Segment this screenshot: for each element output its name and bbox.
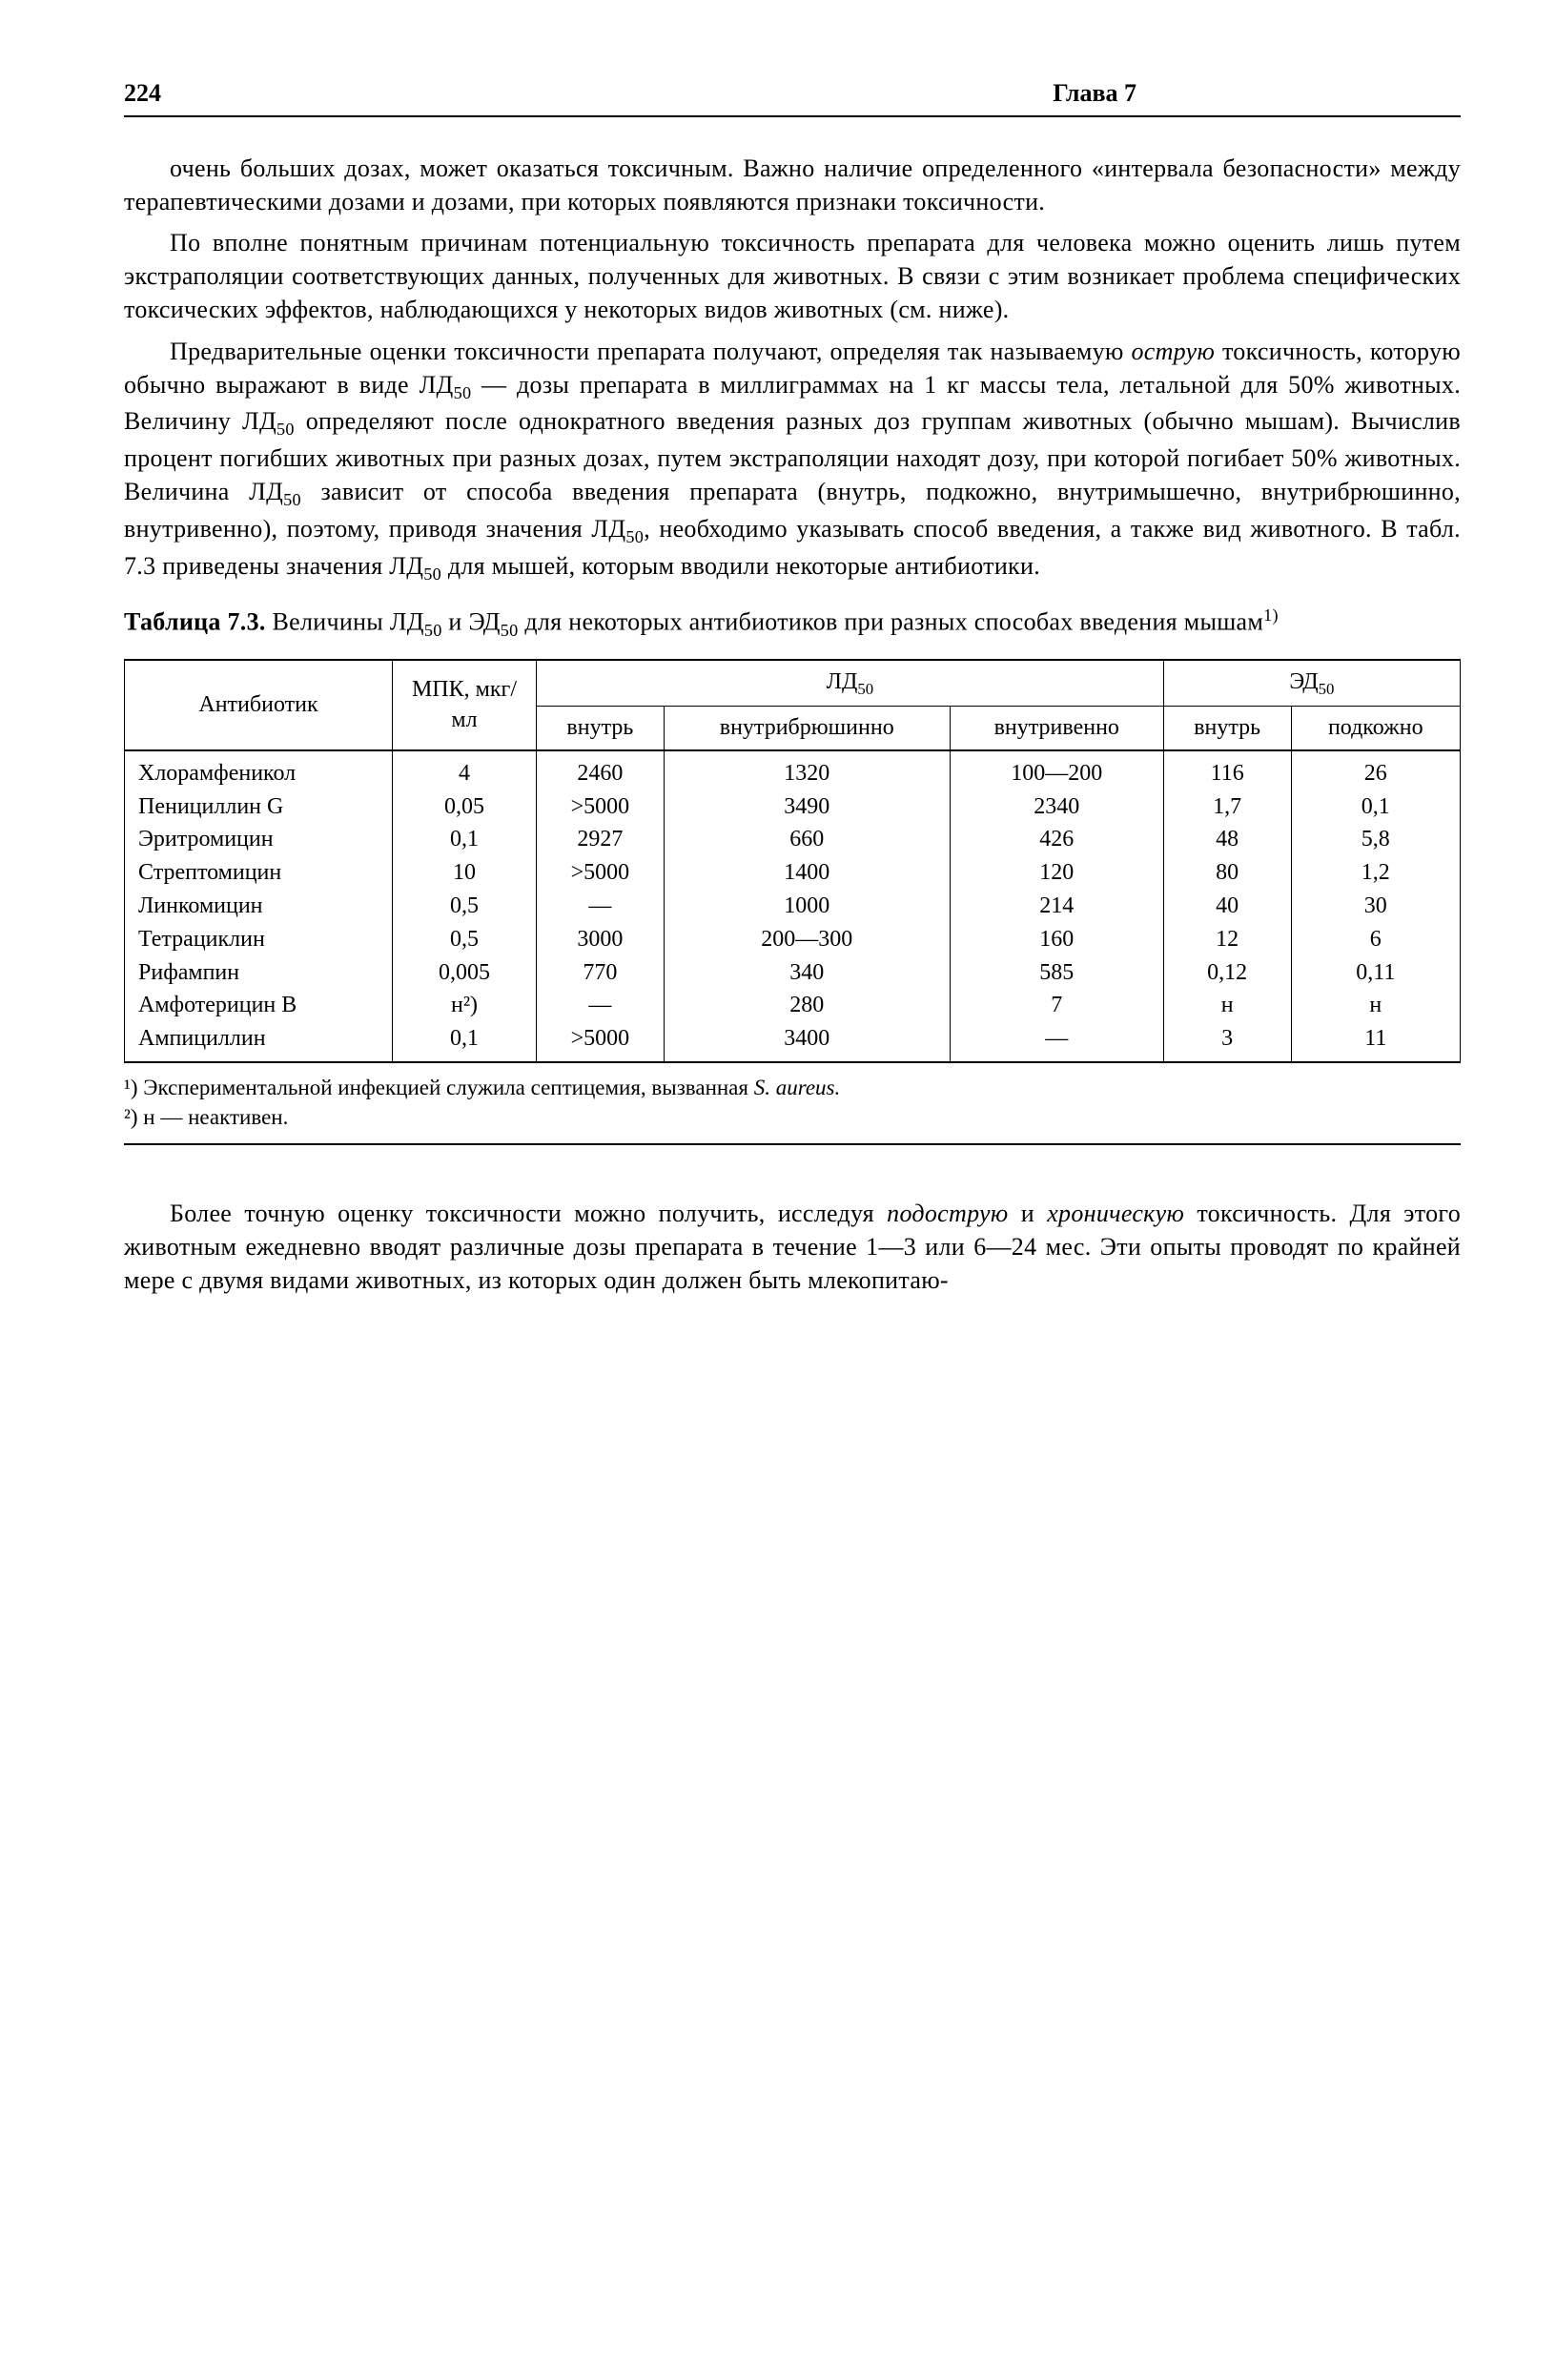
page-header: 224 Глава 7	[124, 76, 1461, 117]
p3-a: Предварительные оценки токсичности препа…	[170, 338, 1131, 365]
p4-em1: подострую	[887, 1200, 1008, 1227]
chapter-label: Глава 7	[1053, 76, 1461, 110]
data-row: Хлорамфеникол Пенициллин G Эритромицин С…	[125, 750, 1461, 1062]
col-ld: ЛД50	[537, 660, 1164, 707]
paragraph-3: Предварительные оценки токсичности препа…	[124, 335, 1461, 586]
cell-ld3: 100—200 2340 426 120 214 160 585 7 —	[950, 750, 1163, 1062]
p4-c: и	[1009, 1200, 1048, 1227]
p4-em2: хроническую	[1047, 1200, 1184, 1227]
col-ed-2: подкожно	[1291, 707, 1460, 750]
cell-ed2: 26 0,1 5,8 1,2 30 6 0,11 н 11	[1291, 750, 1460, 1062]
footnotes: ¹) Экспериментальной инфекцией служила с…	[124, 1073, 1461, 1145]
cell-ld2: 1320 3490 660 1400 1000 200—300 340 280 …	[664, 750, 950, 1062]
caption-b: Величины ЛД	[266, 607, 424, 635]
header-row-1: Антибиотик МПК, мкг/мл ЛД50 ЭД50	[125, 660, 1461, 707]
p4-a: Более точную оценку токсичности можно по…	[170, 1200, 887, 1227]
col-ed: ЭД50	[1163, 660, 1460, 707]
col-mpk: МПК, мкг/мл	[393, 660, 537, 750]
col-ld-2: внутрибрю­шинно	[664, 707, 950, 750]
page-number: 224	[124, 76, 161, 110]
p3-em: острую	[1131, 338, 1215, 365]
antibiotic-table: Антибиотик МПК, мкг/мл ЛД50 ЭД50 внутрь …	[124, 659, 1461, 1063]
footnote-1-em: S. aureus.	[754, 1076, 841, 1099]
paragraph-2: По вполне понятным причинам потенциальну…	[124, 226, 1461, 326]
col-antibiotic: Антибиотик	[125, 660, 393, 750]
paragraph-1: очень больших дозах, может оказаться ток…	[124, 152, 1461, 218]
cell-antibiotics: Хлорамфеникол Пенициллин G Эритромицин С…	[125, 750, 393, 1062]
footnote-2: ²) н — неактивен.	[124, 1102, 1461, 1132]
col-ld-1: внутрь	[537, 707, 665, 750]
cell-mpk: 4 0,05 0,1 10 0,5 0,5 0,005 н²) 0,1	[393, 750, 537, 1062]
caption-c: и ЭД	[442, 607, 501, 635]
paragraph-4: Более точную оценку токсичности можно по…	[124, 1197, 1461, 1297]
cell-ed1: 116 1,7 48 80 40 12 0,12 н 3	[1163, 750, 1291, 1062]
caption-d: для некоторых антибиотиков при разных сп…	[519, 607, 1264, 635]
table-caption: Таблица 7.3. Величины ЛД50 и ЭД50 для не…	[124, 604, 1461, 642]
cell-ld1: 2460 >5000 2927 >5000 — 3000 770 — >5000	[537, 750, 665, 1062]
p3-h: для мышей, которым вводили некоторые ант…	[441, 552, 1040, 580]
col-ld-3: внутривен­но	[950, 707, 1163, 750]
col-ed-1: внутрь	[1163, 707, 1291, 750]
footnote-1: ¹) Экспериментальной инфекцией служила с…	[124, 1073, 1461, 1102]
caption-bold: Таблица 7.3.	[124, 607, 266, 635]
